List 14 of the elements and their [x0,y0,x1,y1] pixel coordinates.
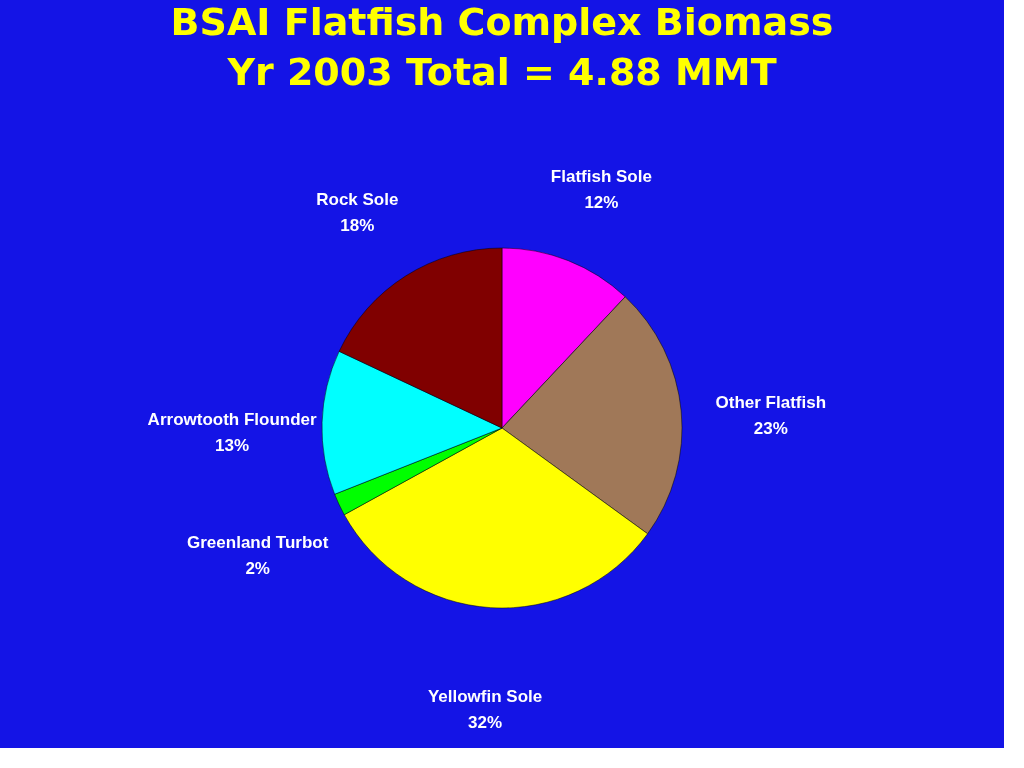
data-label: 18% [340,216,375,236]
text: BSAI Flatfish Complex Biomass [170,0,834,44]
data-label: 12% [584,192,619,212]
data-label: 13% [215,435,250,455]
slice-label: Yellowfin Sole [427,687,543,707]
slice-label: Rock Sole [316,190,399,210]
slice-label: Other Flatfish [715,392,827,412]
text: Yr 2003 Total = 4.88 MMT [227,50,777,94]
slice-label: Arrowtooth Flounder [147,409,318,429]
slice-label: Greenland Turbot [187,532,329,552]
data-label: 23% [753,418,788,438]
data-label: 2% [245,558,270,578]
data-label: 32% [468,713,503,733]
slice-label: Flatfish Sole [550,166,652,186]
